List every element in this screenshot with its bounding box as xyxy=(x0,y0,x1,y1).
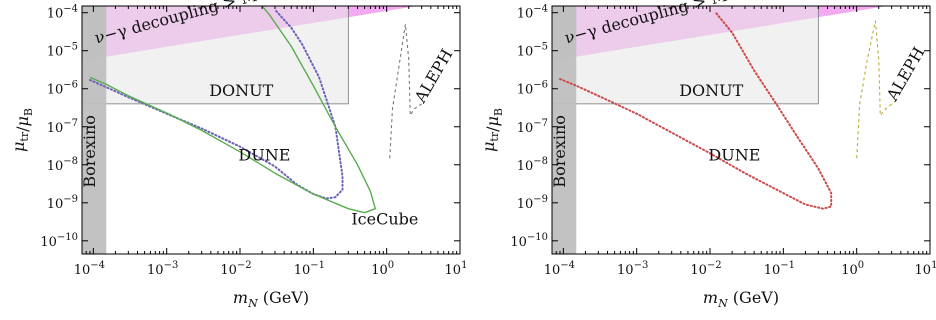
series-dune-line xyxy=(559,11,833,210)
y-tick-label: 10−4 xyxy=(517,4,548,22)
x-tick-label: 10−2 xyxy=(220,260,251,278)
annotation-aleph: ALEPH xyxy=(410,46,456,107)
y-tick-label: 10−10 xyxy=(510,232,548,250)
y-axis-label: μtr/μB xyxy=(9,108,35,152)
y-tick-label: 10−6 xyxy=(47,80,78,98)
annotation-icecube: IceCube xyxy=(351,209,418,228)
x-tick-label: 10−4 xyxy=(544,260,575,278)
y-tick-label: 10−8 xyxy=(517,156,548,174)
x-tick-label: 10−4 xyxy=(74,260,105,278)
y-tick-label: 10−7 xyxy=(47,118,78,136)
y-tick-label: 10−7 xyxy=(517,118,548,136)
y-tick-label: 10−5 xyxy=(517,42,548,60)
x-tick-label: 10−3 xyxy=(147,260,178,278)
region-donut xyxy=(552,6,819,105)
series-aleph-line xyxy=(389,23,423,159)
y-tick-label: 10−9 xyxy=(47,194,78,212)
y-tick-label: 10−6 xyxy=(517,80,548,98)
annotation-donut: DONUT xyxy=(209,81,273,100)
series-icecube-line xyxy=(89,6,376,214)
annotation-borexino: Borexino xyxy=(550,115,569,188)
annotation-dune: DUNE xyxy=(238,145,290,164)
x-tick-label: 10−2 xyxy=(690,260,721,278)
x-axis-label: mN (GeV) xyxy=(703,288,779,310)
chart-panel-1: DUNEIceCubeDONUTALEPHBorexinoν−γ decoupl… xyxy=(9,0,467,310)
y-axis-label: μtr/μB xyxy=(479,108,505,152)
plot-area xyxy=(82,6,460,254)
y-tick-label: 10−4 xyxy=(47,4,78,22)
annotation-borexino: Borexino xyxy=(80,115,99,188)
y-tick-label: 10−9 xyxy=(517,194,548,212)
series-aleph-line xyxy=(856,20,897,159)
axes-frame xyxy=(81,5,461,255)
x-tick-label: 100 xyxy=(841,260,864,278)
axes-frame xyxy=(551,5,931,255)
annotation-aleph: ALEPH xyxy=(882,44,928,105)
annotation-donut: DONUT xyxy=(679,81,743,100)
x-tick-label: 10−1 xyxy=(764,260,795,278)
y-tick-label: 10−8 xyxy=(47,156,78,174)
x-tick-label: 101 xyxy=(915,260,936,278)
x-tick-label: 100 xyxy=(371,260,394,278)
y-tick-label: 10−5 xyxy=(47,42,78,60)
x-tick-label: 10−1 xyxy=(294,260,325,278)
region-donut xyxy=(82,6,349,105)
plot-area xyxy=(552,6,930,254)
annotation-dune: DUNE xyxy=(708,145,760,164)
x-axis-label: mN (GeV) xyxy=(233,288,309,310)
y-tick-label: 10−10 xyxy=(40,232,78,250)
region-borexino xyxy=(82,6,107,254)
x-tick-label: 101 xyxy=(445,260,468,278)
x-tick-label: 10−3 xyxy=(617,260,648,278)
chart-panel-2: DUNEDONUTALEPHBorexinoν−γ decoupling > M… xyxy=(479,0,936,310)
region-borexino xyxy=(552,6,577,254)
